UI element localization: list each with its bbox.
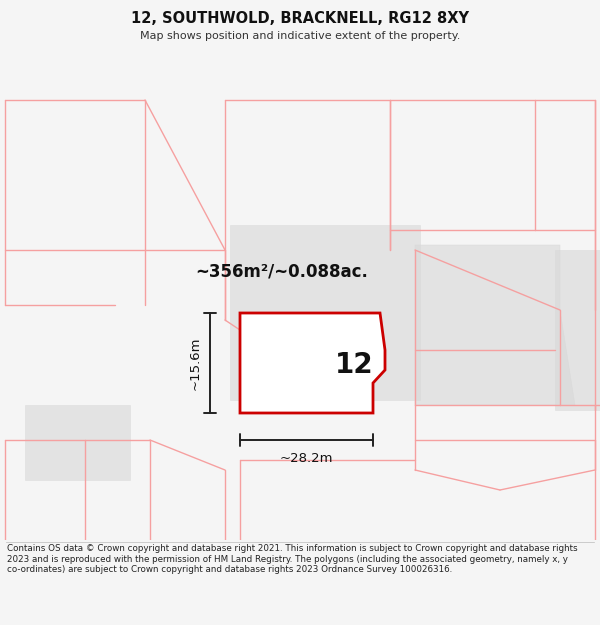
Polygon shape	[25, 405, 130, 480]
Text: ~15.6m: ~15.6m	[189, 336, 202, 390]
Polygon shape	[230, 225, 420, 400]
Text: ~28.2m: ~28.2m	[280, 452, 333, 465]
Text: Contains OS data © Crown copyright and database right 2021. This information is : Contains OS data © Crown copyright and d…	[7, 544, 578, 574]
Polygon shape	[415, 245, 575, 405]
Text: ~356m²/~0.088ac.: ~356m²/~0.088ac.	[195, 262, 368, 280]
Text: 12: 12	[335, 351, 374, 379]
Polygon shape	[555, 250, 600, 410]
Text: Map shows position and indicative extent of the property.: Map shows position and indicative extent…	[140, 31, 460, 41]
Text: 12, SOUTHWOLD, BRACKNELL, RG12 8XY: 12, SOUTHWOLD, BRACKNELL, RG12 8XY	[131, 11, 469, 26]
Polygon shape	[240, 313, 385, 413]
